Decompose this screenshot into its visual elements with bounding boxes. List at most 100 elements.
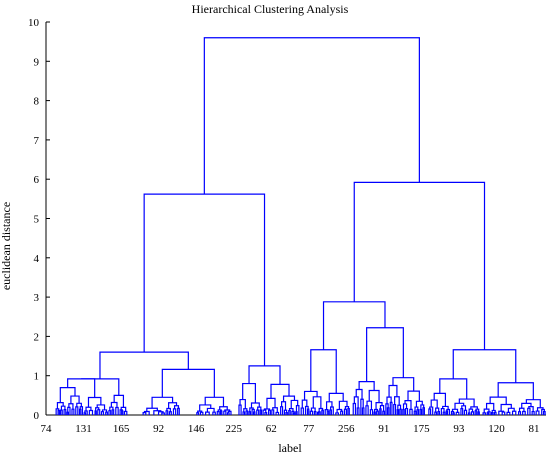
dendrogram-link — [119, 409, 123, 415]
dendrogram-link — [121, 410, 124, 415]
x-tick-label: 225 — [225, 423, 242, 435]
dendrogram-link — [85, 406, 92, 411]
dendrogram-link — [511, 410, 517, 415]
dendrogram-link — [111, 409, 115, 415]
x-tick-label: 175 — [413, 423, 430, 435]
dendrogram-link — [172, 408, 177, 415]
x-tick-label: 77 — [303, 423, 315, 435]
dendrogram-link — [402, 408, 405, 415]
dendrogram-link — [329, 409, 332, 415]
dendrogram-link — [78, 408, 82, 415]
dendrogram-link — [227, 410, 232, 415]
x-tick-label: 91 — [378, 423, 389, 435]
dendrogram-link — [161, 368, 215, 398]
dendrogram-link — [245, 410, 249, 415]
dendrogram-link — [321, 409, 324, 415]
dendrogram-link — [288, 410, 291, 415]
dendrogram-link — [475, 408, 480, 413]
dendrogram-link — [542, 411, 546, 415]
x-tick-label: 93 — [453, 423, 465, 435]
dendrogram-link — [353, 396, 359, 408]
dendrogram-link — [99, 351, 189, 379]
dendrogram-link — [493, 411, 497, 415]
dendrogram-link — [439, 378, 468, 400]
dendrogram-link — [522, 410, 526, 415]
dendrogram-link — [396, 409, 400, 415]
dendrogram-link — [385, 403, 389, 415]
x-tick-label: 120 — [488, 423, 505, 435]
dendrogram-link — [335, 412, 339, 415]
dendrogram-link — [388, 384, 398, 398]
dendrogram-link — [353, 181, 486, 350]
dendrogram-link — [157, 411, 164, 415]
dendrogram-link — [81, 378, 120, 396]
dendrogram-link — [262, 409, 267, 415]
dendrogram-link — [393, 403, 397, 415]
y-tick-label: 5 — [34, 214, 40, 226]
dendrogram-link — [173, 405, 180, 409]
dendrogram-link — [477, 411, 480, 415]
dendrogram-link — [344, 406, 350, 410]
dendrogram-link — [392, 377, 415, 392]
y-tick-label: 1 — [34, 371, 40, 383]
dendrogram-link — [60, 405, 66, 411]
dendrogram-link — [365, 405, 369, 415]
dendrogram-link — [143, 410, 150, 415]
dendrogram-link — [238, 404, 242, 415]
dendrogram-link — [389, 401, 393, 415]
x-axis-label: label — [278, 441, 302, 455]
dendrogram-link — [257, 406, 262, 411]
dendrogram-link — [482, 412, 486, 415]
dendrogram-link — [322, 301, 386, 350]
dendrogram-links — [55, 37, 546, 415]
dendrogram-link — [518, 407, 525, 412]
dendrogram-link — [324, 409, 329, 415]
dendrogram-link — [263, 408, 271, 411]
dendrogram-link — [452, 412, 455, 415]
dendrogram-link — [435, 407, 440, 413]
dendrogram-link — [347, 407, 350, 415]
dendrogram-link — [366, 327, 404, 382]
dendrogram-link — [379, 404, 385, 412]
dendrogram-link — [309, 410, 314, 415]
dendrogram-link — [223, 410, 227, 415]
dendrogram-link — [108, 410, 112, 415]
dendrogram-link — [442, 411, 446, 415]
dendrogram-link — [460, 408, 464, 415]
y-tick-label: 4 — [34, 253, 40, 265]
y-tick-label: 10 — [28, 17, 40, 29]
dendrogram-link — [352, 402, 357, 415]
dendrogram-link — [318, 407, 324, 412]
x-ticks: 74 131 165 92 146 225 62 77 256 91 175 93 120 81 — [41, 423, 540, 435]
dendrogram-link — [199, 411, 204, 415]
dendrogram-link — [409, 408, 413, 415]
dendrogram-link — [161, 412, 165, 415]
dendrogram-link — [75, 406, 79, 415]
dendrogram-link — [474, 410, 478, 415]
dendrogram-link — [219, 410, 223, 415]
dendrogram-link — [445, 410, 449, 415]
dendrogram-link — [446, 408, 450, 415]
dendrogram-link — [369, 409, 374, 415]
dendrogram-link — [343, 408, 347, 415]
dendrogram-link — [177, 407, 180, 415]
x-tick-label: 146 — [188, 423, 205, 435]
dendrogram-link — [451, 408, 459, 413]
dendrogram-link — [328, 392, 344, 402]
dendrogram-link — [87, 396, 102, 408]
dendrogram-link — [419, 408, 423, 415]
dendrogram-link — [271, 409, 275, 415]
dendrogram-link — [57, 409, 60, 415]
dendrogram-link — [420, 404, 425, 410]
dendrogram-link — [63, 409, 67, 415]
dendrogram-link — [56, 402, 64, 409]
dendrogram-link — [404, 400, 412, 410]
dendrogram-link — [290, 399, 299, 409]
dendrogram-link — [256, 409, 260, 415]
dendrogram-link — [109, 406, 114, 411]
dendrogram-link — [168, 402, 178, 409]
dendrogram-link — [143, 193, 266, 366]
dendrogram-link — [292, 412, 296, 415]
dendrogram-link — [203, 37, 420, 195]
